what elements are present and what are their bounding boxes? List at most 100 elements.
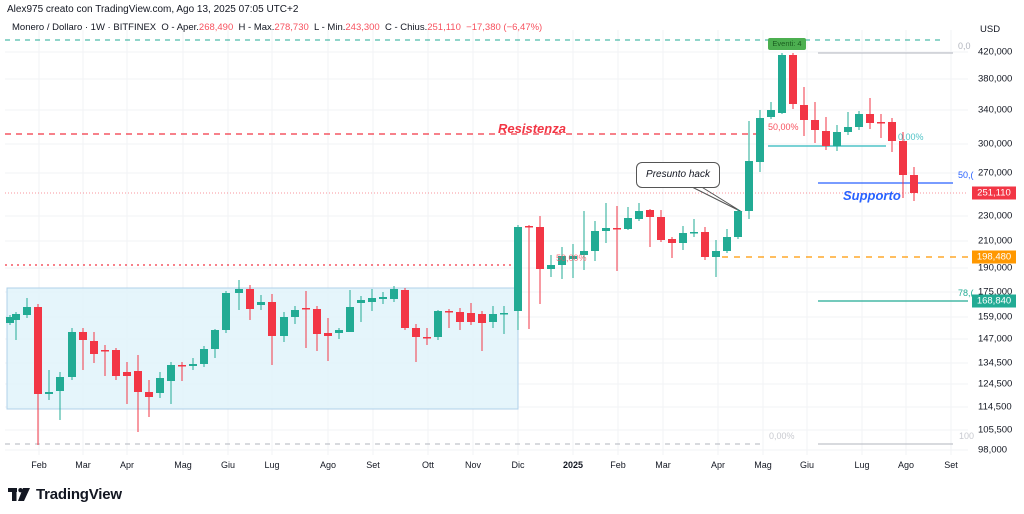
close-label: C - Chius.: [385, 22, 428, 33]
candle: [822, 117, 830, 150]
price-tick: 175,000: [978, 286, 1013, 298]
candle: [767, 102, 775, 119]
presunto-hack-callout[interactable]: Presunto hack: [636, 162, 720, 188]
candle: [291, 306, 299, 324]
time-tick: Dic: [511, 460, 525, 470]
candle: [478, 311, 486, 351]
candle: [844, 112, 852, 135]
candle: [745, 121, 753, 219]
time-tick: Apr: [119, 460, 135, 470]
candle: [899, 132, 907, 198]
candle: [246, 285, 254, 320]
author-line: Alex975 creato con TradingView.com, Ago …: [7, 4, 299, 15]
time-tick: Feb: [31, 460, 47, 470]
candle: [910, 167, 918, 201]
candle: [324, 318, 332, 361]
candle: [489, 306, 497, 328]
candle: [112, 348, 120, 380]
candle: [79, 328, 87, 370]
open-value: 268,490: [198, 22, 234, 33]
candle: [624, 207, 632, 230]
candle: [101, 345, 109, 376]
candle: [56, 372, 64, 420]
price-tick: 147,000: [978, 333, 1013, 345]
candle: [280, 312, 288, 342]
candle: [189, 358, 197, 370]
candle: [6, 315, 14, 325]
time-tick: Feb: [610, 460, 626, 470]
support-label: Supporto: [843, 188, 901, 203]
fib-78-label: 78,(: [958, 288, 974, 298]
range-box: [6, 287, 519, 410]
change-value: −17,380 (−6,47%): [466, 22, 543, 33]
price-tick: 380,000: [978, 73, 1013, 85]
price-tick: 270,000: [978, 167, 1013, 179]
candle: [789, 53, 797, 109]
candle: [346, 290, 354, 332]
time-tick: Nov: [464, 460, 482, 470]
candle: [200, 346, 208, 367]
candle: [211, 329, 219, 358]
time-tick: Giu: [220, 460, 236, 470]
price-tick: 190,000: [978, 262, 1013, 274]
candle: [235, 280, 243, 310]
candle: [401, 288, 409, 330]
candle: [811, 102, 819, 143]
time-tick: Mar: [655, 460, 671, 470]
fib-0-label-bottom: 0,00%: [769, 431, 795, 441]
candle: [646, 209, 654, 247]
price-tick: 159,000: [978, 311, 1013, 323]
fib-50-label-mid: 50,00%: [556, 253, 587, 263]
fib-50-label-top: 50,00%: [768, 122, 799, 132]
price-tick: 98,000: [978, 444, 1008, 456]
events-badge[interactable]: Eventi: 4: [768, 38, 806, 50]
symbol-ohlc-line: Monero / Dollaro · 1W · BITFINEX O - Ape…: [12, 22, 542, 33]
currency-label[interactable]: USD: [980, 24, 1001, 35]
price-tick: 340,000: [978, 104, 1013, 116]
time-tick: Lug: [854, 460, 870, 470]
price-tag: 251,110: [972, 186, 1016, 200]
tradingview-logo-text: TradingView: [36, 486, 122, 503]
candle: [156, 372, 164, 398]
fib-50-label-right: 50,(: [958, 170, 974, 180]
candle: [134, 355, 142, 432]
candle: [178, 362, 186, 381]
candles: [6, 53, 918, 445]
candle: [536, 216, 544, 304]
candle: [379, 292, 387, 304]
candle: [613, 206, 621, 271]
candle: [778, 53, 786, 114]
candle: [602, 203, 610, 243]
candle: [434, 310, 442, 340]
price-tag: 168,840: [972, 294, 1016, 308]
open-label: O - Aper.: [161, 22, 199, 33]
price-tick: 300,000: [978, 138, 1013, 150]
candle: [268, 294, 276, 365]
candle: [668, 237, 676, 258]
candle: [423, 328, 431, 345]
candle: [357, 296, 365, 322]
high-value: 278,730: [274, 22, 309, 33]
price-tick: 114,500: [978, 401, 1012, 413]
candle: [12, 312, 20, 340]
time-tick: Giu: [799, 460, 815, 470]
price-tick: 230,000: [978, 210, 1013, 222]
tradingview-logo[interactable]: TradingView: [8, 486, 122, 503]
candle: [635, 203, 643, 221]
symbol[interactable]: Monero / Dollaro · 1W · BITFINEX: [12, 22, 157, 33]
time-tick: Lug: [264, 460, 280, 470]
price-tag: 198,480: [972, 250, 1016, 264]
candle: [833, 125, 841, 151]
candle: [591, 221, 599, 261]
candle: [855, 111, 863, 130]
candle: [569, 244, 577, 278]
tradingview-logo-icon: [8, 488, 30, 501]
time-tick: Apr: [710, 460, 726, 470]
time-tick: Mag: [174, 460, 192, 470]
time-tick: Ago: [319, 460, 337, 470]
candle: [257, 295, 265, 310]
price-tick: 124,500: [978, 378, 1013, 390]
candle: [514, 225, 522, 330]
candle: [525, 225, 533, 329]
